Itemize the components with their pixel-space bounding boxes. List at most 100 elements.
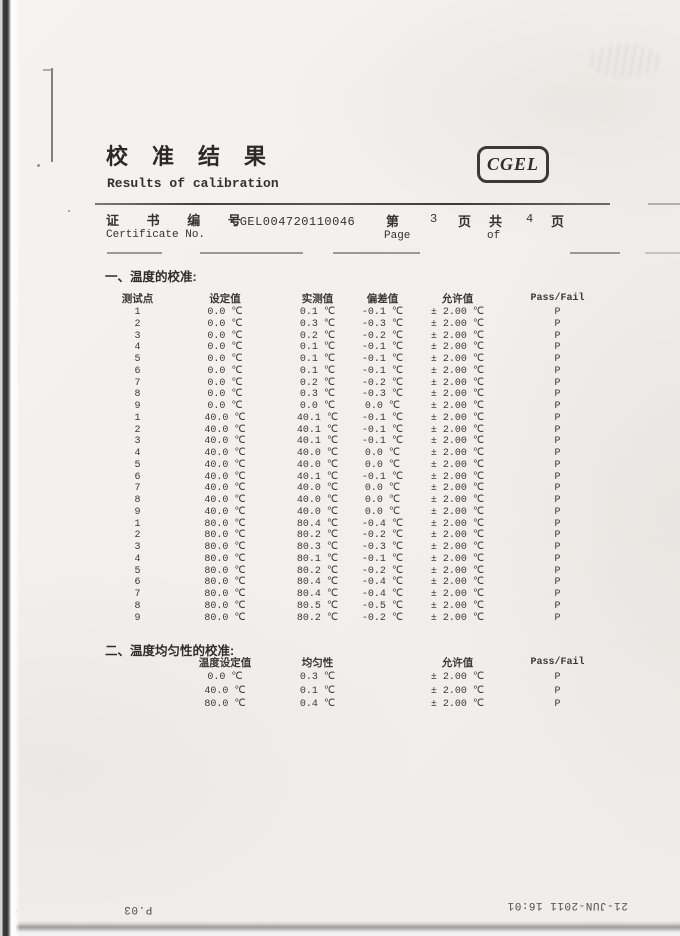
cell-result: P <box>554 448 561 459</box>
table-row: 4 80.0 ℃ 80.1 ℃ -0.1 ℃ ± 2.00 ℃ P <box>105 554 610 566</box>
col-allowed-value: 允许值 <box>441 657 474 669</box>
cell-set: 40.0 ℃ <box>204 495 246 506</box>
cell-result: P <box>554 365 561 377</box>
cell-deviation: 0.0 ℃ <box>364 483 401 495</box>
cell-set: 0.0 ℃ <box>207 389 243 401</box>
cell-set: 0.0 ℃ <box>207 330 243 342</box>
page-en-label: Page <box>384 230 411 242</box>
divider-line-fragment <box>648 203 680 205</box>
cell-point: 3 <box>134 330 141 342</box>
cell-deviation: -0.3 ℃ <box>361 318 404 330</box>
col-pass-fail: Pass/Fail <box>530 293 585 304</box>
cell-deviation: -0.1 ℃ <box>361 342 404 354</box>
table-row: 80.0 ℃ 0.4 ℃ ± 2.00 ℃ P <box>105 698 610 712</box>
divider-line <box>95 203 610 205</box>
cell-deviation: -0.2 ℃ <box>361 377 404 389</box>
cell-set: 80.0 ℃ <box>204 565 246 577</box>
table-row: 6 40.0 ℃ 40.1 ℃ -0.1 ℃ ± 2.00 ℃ P <box>105 472 610 484</box>
cell-point: 2 <box>134 318 141 330</box>
page-zh-ye1: 页 <box>458 214 472 229</box>
cell-result: P <box>554 412 561 424</box>
cell-point: 4 <box>134 342 141 354</box>
cell-result: P <box>554 330 561 342</box>
cell-measured: 40.1 ℃ <box>296 424 339 436</box>
cell-spacer <box>105 685 170 699</box>
cell-measured: 80.2 ℃ <box>296 612 339 624</box>
cell-allowed: ± 2.00 ℃ <box>430 565 485 577</box>
cell-point: 8 <box>134 600 141 612</box>
cell-set: 80.0 ℃ <box>204 600 246 612</box>
cell-spacer <box>355 671 410 685</box>
cell-allowed: ± 2.00 ℃ <box>430 307 485 318</box>
cell-point: 4 <box>134 553 141 565</box>
cell-allowed: ± 2.00 ℃ <box>430 377 485 389</box>
col-measured-value: 实测值 <box>301 293 334 305</box>
cell-set: 0.0 ℃ <box>207 365 243 377</box>
cell-result: P <box>554 600 561 612</box>
page-number: 3 <box>430 212 438 226</box>
cell-deviation: -0.1 ℃ <box>361 471 404 483</box>
temperature-table-body: 1 0.0 ℃ 0.1 ℃ -0.1 ℃ ± 2.00 ℃ P 2 0.0 ℃ 0.3 ℃ -0.… <box>105 307 610 624</box>
certificate-label-en: Certificate No. <box>106 229 206 241</box>
cell-deviation: -0.1 ℃ <box>361 307 404 318</box>
cell-point: 9 <box>134 612 141 624</box>
table-row: 1 40.0 ℃ 40.1 ℃ -0.1 ℃ ± 2.00 ℃ P <box>105 413 610 425</box>
table-row: 2 0.0 ℃ 0.3 ℃ -0.3 ℃ ± 2.00 ℃ P <box>105 319 610 331</box>
page-total: 4 <box>526 212 534 226</box>
pen-mark-tick <box>43 69 52 71</box>
cell-allowed: ± 2.00 ℃ <box>430 389 485 401</box>
cell-result: P <box>554 589 561 600</box>
page-title-en: Results of calibration <box>107 176 279 191</box>
cell-deviation: -0.3 ℃ <box>361 389 404 401</box>
cell-allowed: ± 2.00 ℃ <box>430 436 485 448</box>
cell-deviation: -0.1 ℃ <box>361 424 404 436</box>
cell-allowed: ± 2.00 ℃ <box>430 600 485 612</box>
cell-point: 7 <box>134 483 141 495</box>
cell-measured: 0.3 ℃ <box>299 318 336 330</box>
cell-point: 1 <box>134 412 141 424</box>
table-row: 7 0.0 ℃ 0.2 ℃ -0.2 ℃ ± 2.00 ℃ P <box>105 378 610 390</box>
cell-allowed: ± 2.00 ℃ <box>430 459 485 471</box>
cell-result: P <box>554 483 561 495</box>
cell-measured: 40.0 ℃ <box>296 483 339 495</box>
table-row: 5 40.0 ℃ 40.0 ℃ 0.0 ℃ ± 2.00 ℃ P <box>105 460 610 472</box>
cell-measured: 80.2 ℃ <box>296 565 339 577</box>
cell-set: 40.0 ℃ <box>204 483 246 495</box>
cell-allowed: ± 2.00 ℃ <box>430 672 485 683</box>
page-title-zh: 校准结果 <box>106 144 291 169</box>
cell-point: 2 <box>134 424 141 436</box>
cell-result: P <box>554 471 561 483</box>
cell-point: 1 <box>134 518 141 530</box>
cell-set: 40.0 ℃ <box>204 685 246 697</box>
cell-result: P <box>554 401 561 412</box>
temperature-table-header: 测试点 设定值 实测值 偏差值 允许值 Pass/Fail <box>105 292 610 306</box>
cell-set: 0.0 ℃ <box>207 307 243 318</box>
cell-set: 0.0 ℃ <box>207 401 243 412</box>
page-zh-ye2: 页 <box>551 214 565 229</box>
cell-set: 40.0 ℃ <box>204 448 246 459</box>
cell-spacer <box>105 698 170 712</box>
table-row: 3 40.0 ℃ 40.1 ℃ -0.1 ℃ ± 2.00 ℃ P <box>105 436 610 448</box>
cell-allowed: ± 2.00 ℃ <box>430 506 485 518</box>
cell-measured: 80.4 ℃ <box>296 589 339 600</box>
cell-result: P <box>554 495 561 506</box>
cell-measured: 80.1 ℃ <box>296 553 339 565</box>
cell-point: 1 <box>134 307 141 318</box>
cell-deviation: -0.1 ℃ <box>361 365 404 377</box>
fax-page-number: P.03 <box>123 903 153 915</box>
cell-allowed: ± 2.00 ℃ <box>430 424 485 436</box>
table-row: 1 80.0 ℃ 80.4 ℃ -0.4 ℃ ± 2.00 ℃ P <box>105 519 610 531</box>
cell-allowed: ± 2.00 ℃ <box>430 365 485 377</box>
dashed-divider <box>107 252 162 254</box>
table-row: 5 0.0 ℃ 0.1 ℃ -0.1 ℃ ± 2.00 ℃ P <box>105 354 610 366</box>
cell-set: 80.0 ℃ <box>204 542 246 553</box>
section2-title: 二、温度均匀性的校准: <box>105 644 235 658</box>
cell-spacer <box>105 671 170 685</box>
cell-result: P <box>554 530 561 542</box>
section1-title: 一、温度的校准: <box>105 270 197 284</box>
table-row: 3 0.0 ℃ 0.2 ℃ -0.2 ℃ ± 2.00 ℃ P <box>105 331 610 343</box>
cell-measured: 80.4 ℃ <box>296 518 339 530</box>
cell-result: P <box>554 377 561 389</box>
cell-spacer <box>105 656 170 670</box>
cell-measured: 40.0 ℃ <box>296 495 339 506</box>
